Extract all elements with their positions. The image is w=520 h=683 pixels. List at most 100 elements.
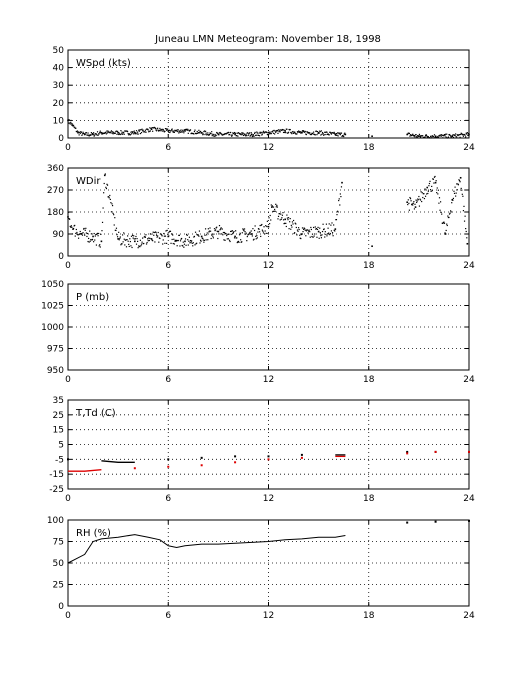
wind-speed-obs-dot [261, 134, 263, 136]
wind-direction-obs-dot [91, 238, 94, 241]
wind-speed-point [451, 135, 454, 138]
wind-speed-obs-dot [310, 133, 312, 136]
wind-direction-obs-dot [340, 186, 343, 188]
wind-speed-obs-dot [162, 128, 164, 131]
wind-speed-obs-dot [329, 131, 331, 133]
wind-speed-obs-dot [223, 133, 226, 135]
wind-speed-obs-dot [86, 134, 89, 136]
wind-speed-obs-dot [325, 133, 327, 136]
wind-speed-obs-dot [334, 133, 336, 135]
wind-speed-obs-dot [88, 134, 90, 136]
wind-direction-obs-dot [452, 197, 455, 200]
wind-direction-obs-dot [264, 233, 266, 235]
wind-speed-obs-dot [313, 131, 315, 133]
wind-speed-obs-dot [130, 131, 132, 133]
wind-direction-obs-dot [269, 214, 271, 217]
wind-speed-obs-dot [304, 130, 306, 133]
wind-direction-obs-dot [227, 238, 229, 240]
wind-direction-obs-dot [89, 240, 91, 242]
wind-speed-ytick-label: 50 [53, 46, 65, 56]
wind-direction-obs-dot [130, 245, 132, 247]
wind-speed-obs-dot [75, 127, 77, 129]
wind-direction-obs-dot [210, 237, 212, 240]
temperature-ytick-label: -15 [49, 470, 64, 480]
wind-direction-obs-dot [243, 228, 246, 230]
wind-speed-obs-dot [121, 131, 123, 133]
wind-speed-obs-dot [344, 132, 346, 134]
wind-speed-point [468, 133, 470, 136]
wind-direction-obs-dot [313, 235, 315, 237]
wind-direction-point [103, 174, 106, 177]
wind-direction-obs-dot [291, 221, 294, 223]
wind-direction-obs-dot [97, 235, 99, 237]
wind-direction-obs-dot [448, 216, 450, 219]
wind-speed-obs-dot [207, 132, 209, 134]
wind-direction-obs-dot [191, 242, 193, 244]
wind-direction-obs-dot [214, 229, 216, 232]
wind-direction-obs-dot [260, 235, 262, 238]
wind-speed-obs-dot [279, 129, 281, 131]
wind-speed-xtick-label: 6 [165, 143, 171, 153]
wind-direction-obs-dot [182, 245, 184, 247]
wind-speed-obs-dot [244, 134, 246, 136]
wind-speed-obs-dot [454, 135, 456, 137]
wind-speed-obs-dot [161, 128, 163, 130]
wind-speed-panel: 0 10 20 30 40 50 0 6 12 18 24 WSpd (kts) [53, 46, 475, 153]
wind-direction-obs-dot [104, 173, 106, 175]
wind-speed-obs-dot [213, 135, 216, 137]
wind-direction-obs-dot [307, 232, 309, 234]
wind-direction-obs-dot [209, 227, 211, 229]
pressure-panel: 950 975 1000 1025 1050 0 6 12 18 24 P (mb) [41, 280, 475, 385]
wind-direction-obs-dot [302, 228, 305, 230]
temperature-panel-label: T,Td (C) [75, 408, 116, 419]
wind-direction-obs-dot [171, 238, 173, 241]
wind-speed-obs-dot [341, 135, 343, 138]
wind-direction-obs-dot [235, 230, 237, 232]
wind-direction-obs-dot [109, 198, 111, 201]
wind-speed-obs-dot [216, 131, 218, 134]
wind-direction-obs-dot [414, 203, 416, 205]
wind-direction-obs-dot [308, 230, 310, 232]
wind-direction-obs-dot [277, 215, 280, 217]
wind-direction-obs-dot [311, 233, 314, 235]
wind-speed-obs-dot [444, 135, 446, 137]
wind-speed-obs-dot [121, 133, 124, 135]
temperature-point [300, 456, 303, 459]
wind-direction-obs-dot [309, 231, 311, 233]
wind-direction-obs-dot [75, 228, 77, 231]
wind-speed-obs-dot [179, 131, 182, 133]
wind-direction-obs-dot [454, 186, 456, 188]
temperature-ytick-label: 5 [58, 441, 64, 451]
wind-direction-obs-dot [328, 223, 330, 225]
wind-direction-obs-dot [248, 232, 251, 234]
wind-direction-obs-dot [424, 195, 427, 197]
wind-direction-obs-dot [441, 213, 443, 215]
wind-speed-obs-dot [260, 132, 262, 134]
wind-speed-obs-dot [315, 130, 317, 132]
wind-direction-point [67, 216, 69, 218]
wind-direction-obs-dot [257, 231, 259, 233]
wind-direction-obs-dot [285, 222, 287, 225]
wind-speed-point [167, 130, 170, 132]
wind-direction-obs-dot [427, 190, 429, 192]
wind-direction-obs-dot [465, 227, 467, 230]
wind-direction-obs-dot [294, 232, 296, 234]
wind-direction-obs-dot [326, 233, 329, 235]
wind-direction-obs-dot [163, 235, 165, 237]
wind-speed-obs-dot [261, 133, 263, 135]
wind-speed-point [100, 131, 103, 134]
wind-direction-obs-dot [196, 242, 198, 244]
wind-direction-xtick-label: 0 [65, 261, 71, 271]
wind-direction-obs-dot [434, 175, 436, 178]
wind-speed-obs-dot [123, 133, 125, 135]
wind-direction-obs-dot [455, 192, 457, 194]
wind-speed-obs-dot [467, 132, 470, 135]
wind-direction-obs-dot [233, 237, 236, 239]
wind-speed-obs-dot [142, 129, 144, 131]
pressure-xtick-label: 12 [263, 375, 274, 385]
pressure-axes-frame [67, 283, 470, 371]
wind-direction-point [426, 186, 429, 189]
wind-direction-obs-dot [460, 187, 462, 190]
wind-speed-obs-dot [186, 129, 188, 132]
wind-speed-obs-dot [210, 133, 212, 135]
